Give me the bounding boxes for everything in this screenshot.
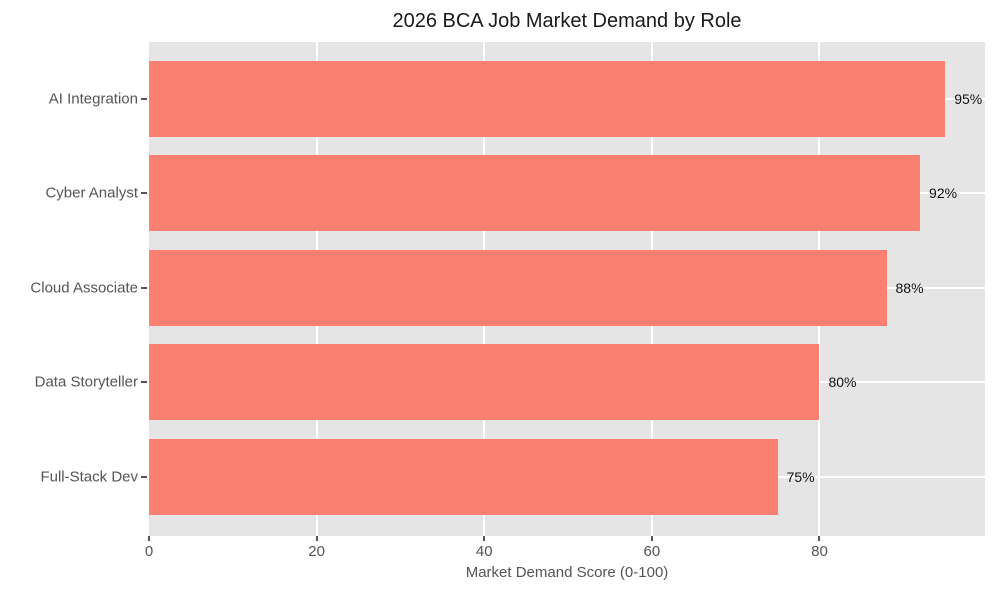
x-tick-label: 0: [144, 543, 154, 560]
y-tick-mark: [141, 97, 147, 100]
x-tick-label: 80: [811, 543, 828, 560]
y-tick-mark: [141, 192, 147, 195]
x-axis-label: Market Demand Score (0-100): [465, 564, 669, 581]
x-tick-mark: [315, 536, 318, 541]
chart-title: 2026 BCA Job Market Demand by Role: [392, 10, 742, 32]
category-label: Cloud Associate: [30, 279, 138, 297]
x-tick-mark: [148, 536, 150, 541]
y-tick-mark: [141, 476, 147, 478]
bar: [149, 60, 946, 137]
y-tick-mark: [141, 381, 147, 384]
y-tick-mark: [141, 286, 147, 289]
value-label: 92%: [929, 185, 958, 202]
bar: [149, 249, 887, 326]
value-label: 75%: [786, 469, 815, 485]
bar: [149, 439, 778, 515]
x-tick-label: 60: [643, 543, 661, 560]
value-label: 80%: [828, 374, 857, 391]
value-label: 95%: [954, 90, 983, 107]
x-tick-label: 20: [308, 543, 325, 560]
category-label: AI Integration: [48, 90, 138, 108]
bar: [149, 155, 921, 232]
x-tick-label: 40: [475, 543, 493, 560]
category-label: Data Storyteller: [34, 373, 138, 391]
x-tick-mark: [818, 536, 821, 541]
plot-area: 95% 92% 88% 80% 75%: [149, 42, 985, 536]
value-label: 88%: [895, 279, 924, 296]
category-label: Cyber Analyst: [45, 184, 138, 202]
bar: [149, 344, 820, 421]
x-tick-mark: [650, 536, 653, 541]
x-tick-mark: [483, 536, 486, 541]
category-label: Full-Stack Dev: [40, 468, 138, 486]
